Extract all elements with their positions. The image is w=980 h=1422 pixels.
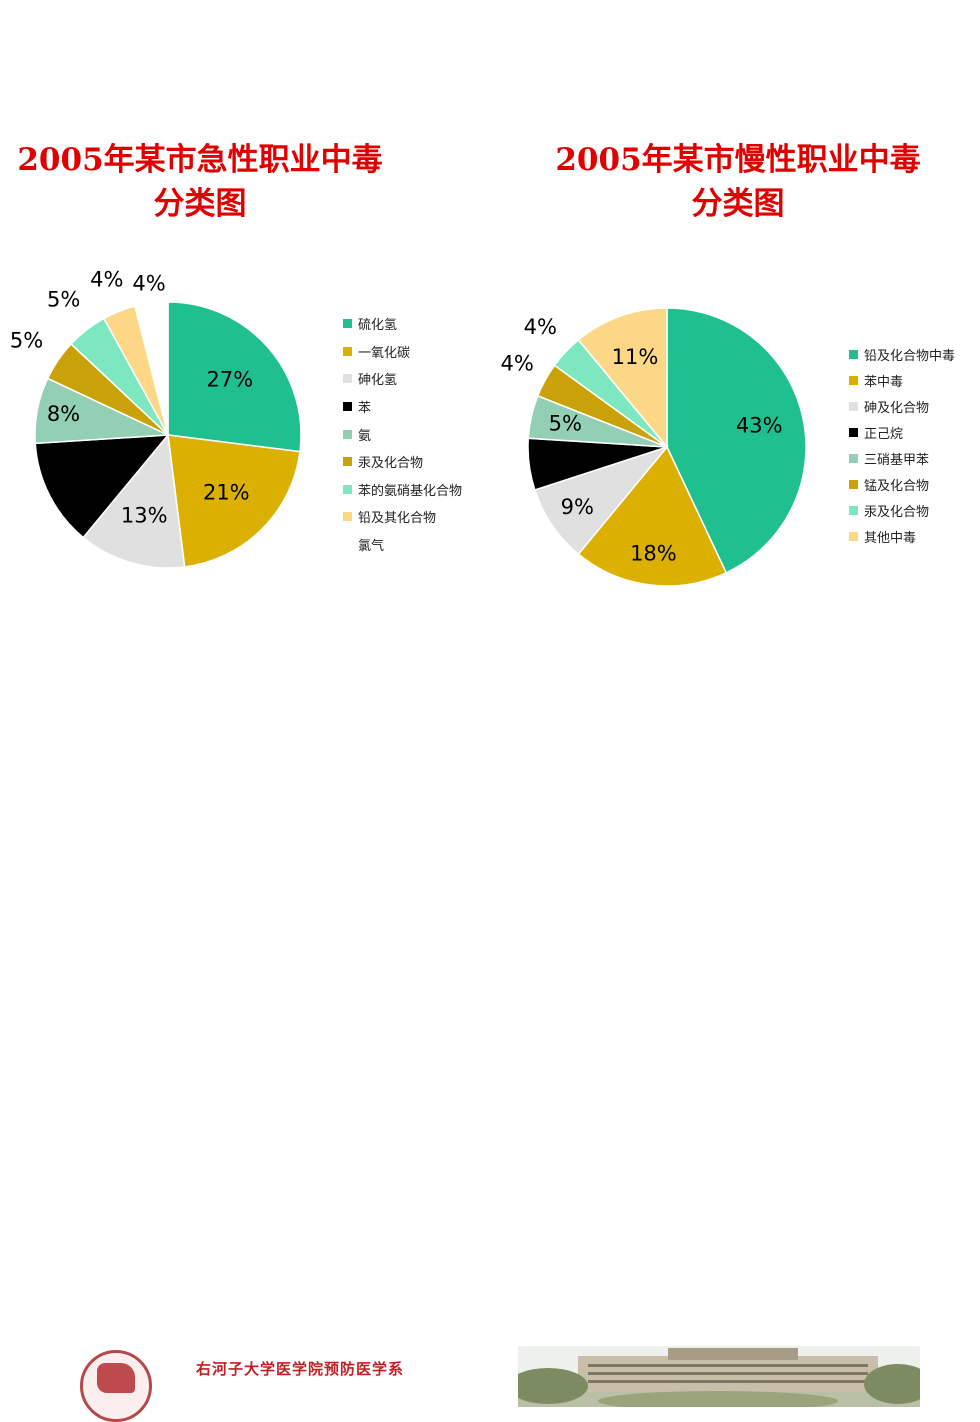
legend-item: 氯气 xyxy=(343,531,462,559)
chart-title-chronic: 2005年某市慢性职业中毒 分类图 xyxy=(538,138,938,226)
legend-item: 铅及其化合物 xyxy=(343,503,462,531)
legend-label: 汞及化合物 xyxy=(864,504,930,520)
chart-title-line2: 分类图 xyxy=(153,186,247,222)
legend-label: 正己烷 xyxy=(864,426,904,442)
pie-data-label: 18% xyxy=(630,542,677,566)
legend-item: 硫化氢 xyxy=(343,310,462,338)
legend-swatch xyxy=(343,540,352,550)
legend-label: 一氧化碳 xyxy=(358,345,411,361)
pie-slice xyxy=(167,434,301,568)
legend-label: 苯 xyxy=(358,401,372,417)
legend-item: 汞及化合物 xyxy=(849,497,955,523)
pie-slice xyxy=(167,301,302,453)
campus-building-photo xyxy=(518,1346,920,1407)
pie-data-label: 4% xyxy=(132,272,165,296)
pie-slice xyxy=(134,301,169,436)
pie-slice xyxy=(577,307,668,450)
chart-title-line2: 分类图 xyxy=(691,186,785,222)
legend-item: 铅及化合物中毒 xyxy=(849,341,955,367)
pie-data-label: 4% xyxy=(524,315,557,339)
pie-data-label: 13% xyxy=(121,504,168,528)
pie-slice xyxy=(82,433,186,569)
pie-data-label: 5% xyxy=(10,329,43,353)
legend-swatch xyxy=(343,429,352,439)
legend-label: 砷化氢 xyxy=(358,373,398,389)
legend-item: 其他中毒 xyxy=(849,523,955,549)
legend-item: 苯中毒 xyxy=(849,367,955,393)
legend-item: 苯的氨硝基化合物 xyxy=(343,476,462,504)
chart-title-acute: 2005年某市急性职业中毒 分类图 xyxy=(0,138,400,226)
legend-item: 锰及化合物 xyxy=(849,471,955,497)
chart-title-line1: 2005年某市急性职业中毒 xyxy=(17,142,383,178)
pie-data-label: 5% xyxy=(549,411,582,435)
legend-item: 汞及化合物 xyxy=(343,448,462,476)
legend-label: 汞及化合物 xyxy=(358,456,424,472)
pie-data-label: 21% xyxy=(203,480,250,504)
legend-label: 苯中毒 xyxy=(864,374,904,390)
pie-data-label: 11% xyxy=(612,345,659,369)
legend-label: 硫化氢 xyxy=(358,318,398,334)
acute-pie-chart: 27% 21% 13% 8% 5%5% 4% 4% xyxy=(10,267,302,569)
legend-label: 氨 xyxy=(358,428,372,444)
pie-data-label: 9% xyxy=(561,495,594,519)
pie-data-label: 8% xyxy=(47,402,80,426)
pie-data-label: 4% xyxy=(90,267,123,291)
legend-swatch xyxy=(343,402,352,412)
legend-label: 苯的氨硝基化合物 xyxy=(358,483,463,499)
pie-slice xyxy=(577,445,728,587)
legend-swatch xyxy=(849,401,858,411)
legend-swatch xyxy=(849,531,858,541)
university-seal-logo xyxy=(80,1350,152,1422)
legend-label: 铅及化合物中毒 xyxy=(864,348,956,364)
legend-label: 三硝基甲苯 xyxy=(864,452,930,468)
legend-swatch xyxy=(849,505,858,515)
pie-slice xyxy=(34,434,170,539)
legend-swatch xyxy=(343,484,352,494)
legend-item: 氨 xyxy=(343,420,462,448)
legend-item: 三硝基甲苯 xyxy=(849,445,955,471)
pie-slice xyxy=(666,307,807,574)
pie-data-label: 27% xyxy=(207,367,254,391)
chronic-pie-chart: 43% 18% 9% 5% 4% 4% 11% xyxy=(501,307,807,587)
legend-item: 砷化氢 xyxy=(343,365,462,393)
legend-swatch xyxy=(849,375,858,385)
legend-label: 铅及其化合物 xyxy=(358,511,437,527)
legend-swatch xyxy=(343,374,352,384)
legend-swatch xyxy=(849,479,858,489)
legend-label: 其他中毒 xyxy=(864,530,917,546)
legend-swatch xyxy=(849,349,858,359)
legend-item: 一氧化碳 xyxy=(343,338,462,366)
legend-swatch xyxy=(343,319,352,329)
legend-swatch xyxy=(343,512,352,522)
legend-label: 氯气 xyxy=(358,539,385,555)
legend-swatch xyxy=(849,427,858,437)
acute-legend: 硫化氢一氧化碳砷化氢苯氨汞及化合物苯的氨硝基化合物 铅及其化合物 氯气 xyxy=(343,310,462,558)
pie-data-label: 4% xyxy=(501,352,534,376)
department-name: 右河子大学医学院预防医学系 xyxy=(196,1360,405,1378)
legend-swatch xyxy=(849,453,858,463)
legend-item: 砷及化合物 xyxy=(849,393,955,419)
legend-label: 锰及化合物 xyxy=(864,478,930,494)
chronic-legend: 铅及化合物中毒 苯中毒砷及化合物正己烷三硝基甲苯锰及化合物汞及化合物其他中毒 xyxy=(849,341,955,549)
legend-item: 正己烷 xyxy=(849,419,955,445)
legend-label: 砷及化合物 xyxy=(864,400,930,416)
legend-swatch xyxy=(343,457,352,467)
chart-title-line1: 2005年某市慢性职业中毒 xyxy=(555,142,921,178)
legend-swatch xyxy=(343,346,352,356)
pie-slice xyxy=(533,445,670,556)
pie-data-label: 43% xyxy=(736,413,783,437)
footer-banner: 右河子大学医学院预防医学系 xyxy=(0,672,980,1422)
legend-item: 苯 xyxy=(343,393,462,421)
pie-data-label: 5% xyxy=(47,287,80,311)
